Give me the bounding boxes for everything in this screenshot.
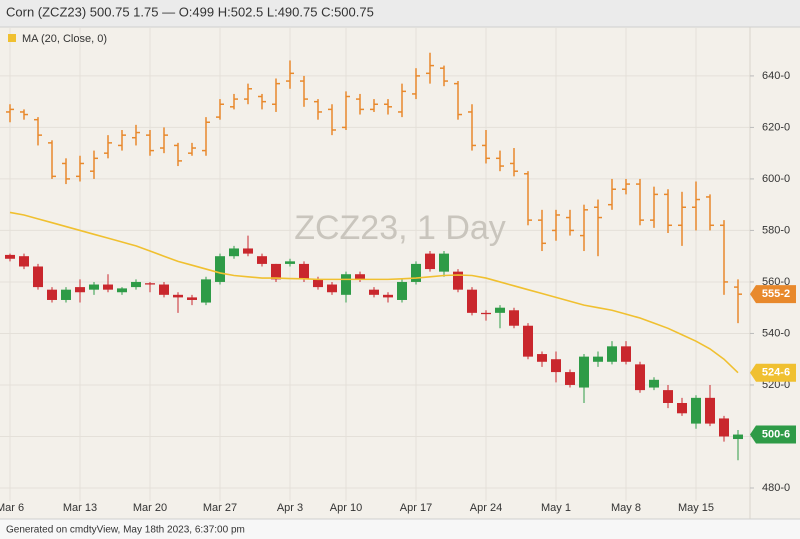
candle-body	[719, 418, 729, 437]
x-tick-label: May 15	[678, 502, 714, 514]
candle-body	[621, 346, 631, 362]
y-tick-label: 480-0	[762, 482, 790, 494]
candle-body	[327, 284, 337, 293]
legend-label: MA (20, Close, 0)	[22, 33, 107, 45]
candle-body	[453, 271, 463, 290]
watermark: ZCZ23, 1 Day	[294, 209, 506, 247]
price-tag	[750, 363, 796, 382]
candle-body	[551, 359, 561, 373]
candle-body	[607, 346, 617, 362]
x-tick-label: Apr 24	[470, 502, 502, 514]
x-tick-label: Apr 10	[330, 502, 362, 514]
candle-body	[215, 256, 225, 282]
header-bar	[0, 0, 800, 27]
y-tick-label: 540-0	[762, 327, 790, 339]
candle-body	[229, 248, 239, 257]
candle-body	[173, 294, 183, 298]
price-tag-label: 524-6	[762, 367, 790, 379]
candle-body	[565, 372, 575, 385]
y-tick-label: 560-0	[762, 276, 790, 288]
candle-body	[5, 254, 15, 259]
candle-body	[733, 434, 743, 440]
candle-body	[439, 253, 449, 272]
candle-body	[89, 284, 99, 290]
candle-body	[537, 354, 547, 362]
candle-body	[705, 397, 715, 424]
candle-body	[257, 256, 267, 264]
y-tick-label: 640-0	[762, 70, 790, 82]
candle-body	[635, 364, 645, 391]
footer: Generated on cmdtyView, May 18th 2023, 6…	[6, 525, 245, 536]
x-tick-label: Mar 13	[63, 502, 97, 514]
candle-body	[313, 279, 323, 288]
candle-body	[299, 263, 309, 280]
x-tick-label: Apr 17	[400, 502, 432, 514]
candle-body	[201, 279, 211, 303]
candle-body	[579, 356, 589, 388]
x-tick-label: Mar 20	[133, 502, 167, 514]
price-tag	[750, 425, 796, 444]
y-tick-label: 580-0	[762, 224, 790, 236]
footer-bar	[0, 519, 800, 539]
candle-body	[117, 288, 127, 293]
candle-body	[369, 289, 379, 295]
price-tag	[750, 285, 796, 304]
candle-body	[509, 310, 519, 326]
candle-body	[285, 261, 295, 264]
x-tick-label: Mar 6	[0, 502, 24, 514]
candle-body	[19, 256, 29, 267]
ma-line	[9, 211, 739, 374]
y-tick-label: 520-0	[762, 379, 790, 391]
candle-body	[271, 263, 281, 280]
y-tick-label: 620-0	[762, 121, 790, 133]
candle-body	[495, 307, 505, 313]
candle-body	[187, 297, 197, 300]
candle-body	[467, 289, 477, 313]
x-tick-label: Mar 27	[203, 502, 237, 514]
candle-body	[103, 284, 113, 290]
candle-body	[131, 281, 141, 288]
candle-body	[663, 390, 673, 403]
candle-body	[243, 248, 253, 254]
candle-body	[341, 274, 351, 295]
candle-body	[677, 402, 687, 414]
candle-body	[355, 274, 365, 280]
candle-body	[33, 266, 43, 288]
candle-body	[593, 356, 603, 362]
candle-body	[397, 281, 407, 300]
candle-body	[61, 289, 71, 300]
x-tick-label: Apr 3	[277, 502, 303, 514]
price-tag-label: 555-2	[762, 288, 790, 300]
candle-body	[691, 397, 701, 424]
candle-body	[145, 283, 155, 285]
y-tick-label: 600-0	[762, 173, 790, 185]
candle-body	[523, 325, 533, 357]
price-tag-label: 500-6	[762, 428, 790, 440]
candle-body	[411, 263, 421, 282]
candle-body	[649, 379, 659, 388]
candle-body	[47, 289, 57, 300]
candle-body	[383, 294, 393, 298]
candle-body	[159, 284, 169, 295]
x-tick-label: May 1	[541, 502, 571, 514]
candle-body	[75, 287, 85, 293]
chart-title: Corn (ZCZ23) 500.75 1.75 — O:499 H:502.5…	[6, 4, 374, 19]
candle-body	[481, 312, 491, 315]
candle-body	[425, 253, 435, 270]
x-tick-label: May 8	[611, 502, 641, 514]
legend-swatch	[8, 34, 16, 42]
